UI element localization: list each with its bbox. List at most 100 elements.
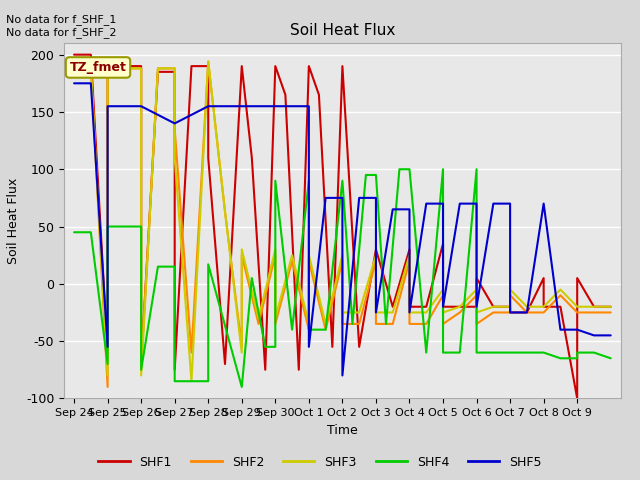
SHF3	[221, 209, 229, 215]
SHF5	[355, 195, 363, 201]
SHF2	[372, 258, 380, 264]
SHF3	[305, 321, 313, 327]
SHF2	[138, 361, 145, 367]
SHF2	[422, 321, 430, 327]
Text: TZ_fmet: TZ_fmet	[70, 61, 127, 74]
SHF4	[506, 350, 514, 356]
SHF3	[138, 372, 145, 378]
X-axis label: Time: Time	[327, 424, 358, 437]
SHF3	[204, 59, 212, 64]
SHF3	[406, 252, 413, 258]
SHF3	[305, 252, 313, 258]
SHF2	[540, 310, 547, 315]
SHF4	[607, 355, 614, 361]
SHF3	[506, 287, 514, 292]
SHF2	[171, 66, 179, 72]
SHF3	[573, 304, 581, 310]
SHF5	[339, 195, 346, 201]
SHF5	[104, 103, 111, 109]
SHF1	[204, 155, 212, 161]
SHF5	[422, 201, 430, 206]
SHF2	[339, 258, 346, 264]
SHF5	[70, 81, 78, 86]
SHF3	[355, 310, 363, 315]
SHF3	[87, 66, 95, 72]
SHF5	[573, 327, 581, 333]
SHF1	[523, 310, 531, 315]
SHF1	[154, 69, 162, 75]
SHF2	[255, 321, 262, 327]
Line: SHF3: SHF3	[74, 61, 611, 381]
SHF2	[439, 321, 447, 327]
SHF1	[238, 63, 246, 69]
SHF3	[339, 252, 346, 258]
SHF1	[439, 304, 447, 310]
SHF1	[315, 92, 323, 97]
SHF3	[339, 310, 346, 315]
SHF5	[607, 333, 614, 338]
SHF1	[328, 344, 336, 350]
SHF3	[171, 66, 179, 72]
SHF2	[389, 321, 397, 327]
SHF2	[87, 63, 95, 69]
SHF5	[473, 304, 481, 310]
SHF4	[506, 350, 514, 356]
SHF2	[221, 209, 229, 215]
SHF4	[473, 350, 481, 356]
SHF5	[204, 103, 212, 109]
SHF3	[271, 315, 279, 321]
SHF2	[456, 310, 463, 315]
SHF3	[288, 252, 296, 258]
SHF3	[238, 247, 246, 252]
SHF3	[490, 304, 497, 310]
SHF1	[188, 63, 195, 69]
SHF1	[271, 63, 279, 69]
SHF5	[271, 103, 279, 109]
SHF5	[339, 372, 346, 378]
SHF4	[362, 172, 370, 178]
SHF4	[573, 350, 581, 356]
SHF5	[238, 103, 246, 109]
SHF5	[372, 310, 380, 315]
Legend: SHF1, SHF2, SHF3, SHF4, SHF5: SHF1, SHF2, SHF3, SHF4, SHF5	[93, 451, 547, 474]
Line: SHF2: SHF2	[74, 61, 611, 387]
SHF2	[154, 66, 162, 72]
SHF3	[104, 372, 111, 378]
SHF3	[439, 287, 447, 292]
SHF3	[439, 310, 447, 315]
SHF4	[305, 327, 313, 333]
SHF2	[104, 384, 111, 390]
SHF3	[389, 310, 397, 315]
SHF2	[523, 310, 531, 315]
SHF3	[154, 66, 162, 72]
SHF2	[540, 310, 547, 315]
SHF4	[171, 264, 179, 269]
SHF4	[396, 167, 403, 172]
SHF5	[523, 310, 531, 315]
SHF2	[573, 310, 581, 315]
SHF4	[349, 321, 356, 327]
SHF5	[104, 344, 111, 350]
SHF2	[406, 321, 413, 327]
SHF1	[540, 275, 547, 281]
SHF4	[590, 350, 598, 356]
SHF1	[406, 247, 413, 252]
SHF4	[456, 350, 463, 356]
SHF2	[372, 321, 380, 327]
SHF1	[490, 304, 497, 310]
Line: SHF5: SHF5	[74, 84, 611, 375]
SHF2	[355, 321, 363, 327]
SHF5	[204, 103, 212, 109]
SHF4	[204, 262, 212, 267]
SHF5	[506, 310, 514, 315]
SHF3	[590, 304, 598, 310]
SHF5	[439, 304, 447, 310]
SHF5	[305, 344, 313, 350]
SHF3	[406, 310, 413, 315]
SHF4	[372, 172, 380, 178]
SHF5	[573, 327, 581, 333]
Line: SHF4: SHF4	[74, 169, 611, 387]
SHF3	[70, 66, 78, 72]
SHF1	[590, 304, 598, 310]
SHF4	[439, 350, 447, 356]
